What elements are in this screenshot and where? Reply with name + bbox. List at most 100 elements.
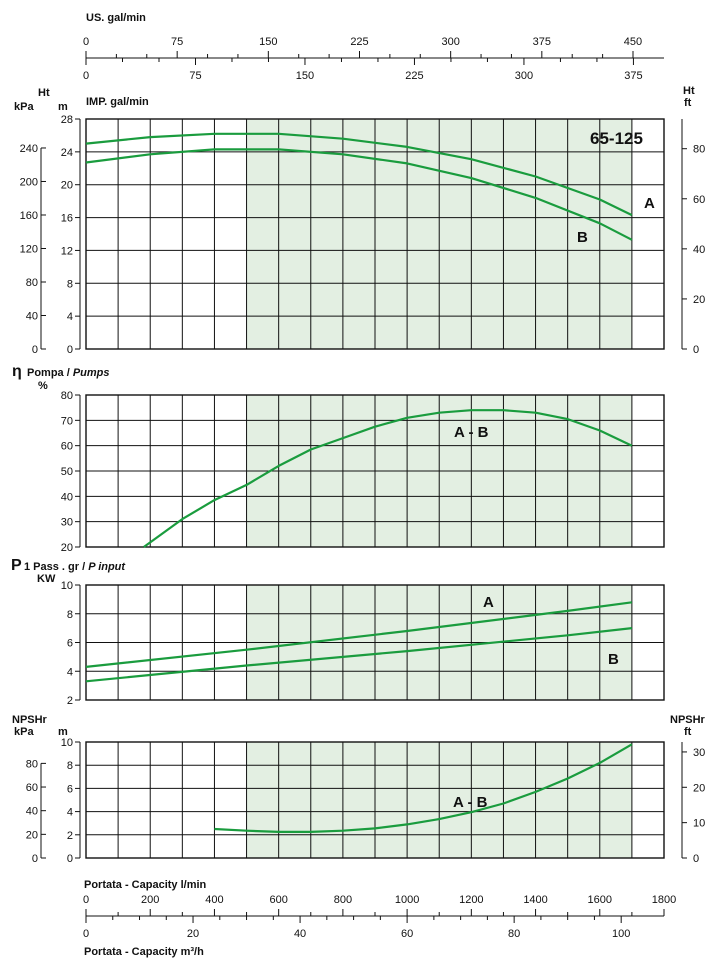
eff-title: Pompa / Pumps	[27, 367, 110, 379]
npsh-kpa-tick-label: 40	[26, 806, 38, 818]
head-m-tick-label: 24	[61, 147, 73, 159]
npsh-frame	[85, 741, 665, 859]
power-title: 1 Pass . gr / P input	[24, 561, 126, 573]
npsh-ft-label: ft	[684, 726, 692, 738]
m3h-tick-label: 100	[612, 928, 630, 940]
bottom-capacity-axes: 0 200 400 600 800 1000 1200 1400 1600 1800 0 20 40 60…	[83, 894, 676, 940]
power-panel: 2 4 6 8 10	[61, 580, 665, 707]
npsh-kpa-label: kPa	[14, 726, 34, 738]
imp-gal-tick-label: 225	[405, 70, 423, 82]
eff-tick-label: 80	[61, 390, 73, 402]
npsh-kpa-tick-label: 0	[32, 853, 38, 865]
eff-unit-label: %	[38, 380, 48, 392]
lmin-tick-label: 0	[83, 894, 89, 906]
power-curve-label-a: A	[483, 594, 494, 611]
power-tick-label: 6	[67, 638, 73, 650]
eff-symbol: η	[12, 363, 22, 380]
capacity-lmin-label: Portata - Capacity l/min	[84, 879, 207, 891]
head-m-tick-label: 4	[67, 311, 73, 323]
head-m-tick-label: 20	[61, 180, 73, 192]
head-m-tick-label: 12	[61, 245, 73, 257]
eff-tick-label: 40	[61, 491, 73, 503]
head-ft-tick-label: 80	[693, 144, 705, 156]
head-ft-tick-label: 40	[693, 244, 705, 256]
power-curve-label-b: B	[608, 651, 619, 668]
npsh-kpa-tick-label: 80	[26, 758, 38, 770]
head-ft-tick-label: 60	[693, 194, 705, 206]
power-curve-a	[85, 601, 633, 668]
power-symbol: P	[11, 557, 22, 574]
lmin-tick-label: 1000	[395, 894, 419, 906]
head-kpa-tick-label: 120	[20, 243, 38, 255]
eff-tick-label: 60	[61, 441, 73, 453]
head-kpa-label: kPa	[14, 101, 34, 113]
head-curve-label-b: B	[577, 229, 588, 246]
npsh-m-label: m	[58, 726, 68, 738]
capacity-m3h-label: Portata - Capacity m³/h	[84, 946, 204, 958]
lmin-tick-label: 1800	[652, 894, 676, 906]
npsh-m-tick-label: 10	[61, 737, 73, 749]
npsh-axis-label-left: NPSHr	[12, 714, 48, 726]
power-unit-label: KW	[37, 573, 56, 585]
head-panel: 0 4 8 12 16 20 24 28 0 40 80 120 160 200 240 0 20 40 60 80	[20, 114, 706, 356]
head-curve-b	[85, 148, 633, 241]
power-tick-label: 10	[61, 580, 73, 592]
us-gal-tick-label: 375	[533, 36, 551, 48]
head-ft-tick-label: 20	[693, 294, 705, 306]
eff-tick-label: 70	[61, 415, 73, 427]
head-kpa-tick-label: 240	[20, 143, 38, 155]
power-tick-label: 4	[67, 666, 73, 678]
imp-gal-tick-label: 75	[189, 70, 201, 82]
m3h-tick-label: 80	[508, 928, 520, 940]
head-curve-a	[85, 132, 633, 217]
imp-gal-axis-label: IMP. gal/min	[86, 96, 149, 108]
us-gal-axis-label: US. gal/min	[86, 12, 146, 24]
npsh-m-tick-label: 6	[67, 783, 73, 795]
eff-curve-label: A - B	[454, 424, 489, 441]
lmin-tick-label: 400	[205, 894, 223, 906]
eff-curve-a	[143, 409, 633, 548]
us-gal-tick-label: 450	[624, 36, 642, 48]
model-label: 65-125	[590, 129, 643, 148]
head-kpa-tick-label: 160	[20, 210, 38, 222]
head-kpa-tick-label: 80	[26, 277, 38, 289]
us-gal-tick-label: 75	[171, 36, 183, 48]
head-m-tick-label: 28	[61, 114, 73, 126]
head-frame	[85, 118, 665, 350]
npsh-kpa-tick-label: 60	[26, 782, 38, 794]
us-gal-tick-label: 150	[259, 36, 277, 48]
lmin-tick-label: 600	[269, 894, 287, 906]
power-curve-b	[85, 627, 633, 683]
lmin-tick-label: 1200	[459, 894, 483, 906]
m3h-tick-label: 40	[294, 928, 306, 940]
head-ft-tick-label: 0	[693, 344, 699, 356]
eff-tick-label: 50	[61, 466, 73, 478]
head-kpa-tick-label: 200	[20, 176, 38, 188]
eff-tick-label: 30	[61, 517, 73, 529]
power-tick-label: 2	[67, 695, 73, 707]
lmin-tick-label: 200	[141, 894, 159, 906]
eff-tick-label: 20	[61, 542, 73, 554]
us-gal-tick-label: 300	[441, 36, 459, 48]
imp-gal-tick-label: 375	[624, 70, 642, 82]
head-m-tick-label: 16	[61, 213, 73, 225]
head-m-label: m	[58, 101, 68, 113]
npsh-ft-tick-label: 10	[693, 818, 705, 830]
npsh-axis-label-right: NPSHr	[670, 714, 706, 726]
power-title-italic: P input	[88, 561, 126, 573]
head-m-tick-label: 0	[67, 344, 73, 356]
m3h-tick-label: 60	[401, 928, 413, 940]
head-ft-label: ft	[684, 97, 692, 109]
npsh-panel: 0 2 4 6 8 10 0 20 40 60 80 0 10 20 30	[26, 737, 706, 865]
npsh-m-tick-label: 4	[67, 807, 73, 819]
npsh-ft-tick-label: 0	[693, 853, 699, 865]
lmin-tick-label: 1600	[588, 894, 612, 906]
imp-gal-tick-label: 0	[83, 70, 89, 82]
imp-gal-tick-label: 150	[296, 70, 314, 82]
npsh-ft-tick-label: 30	[693, 747, 705, 759]
npsh-curve-label: A - B	[453, 794, 488, 811]
eff-title-italic: Pumps	[73, 367, 110, 379]
npsh-m-tick-label: 2	[67, 830, 73, 842]
efficiency-panel: 20 30 40 50 60 70 80	[61, 390, 665, 554]
